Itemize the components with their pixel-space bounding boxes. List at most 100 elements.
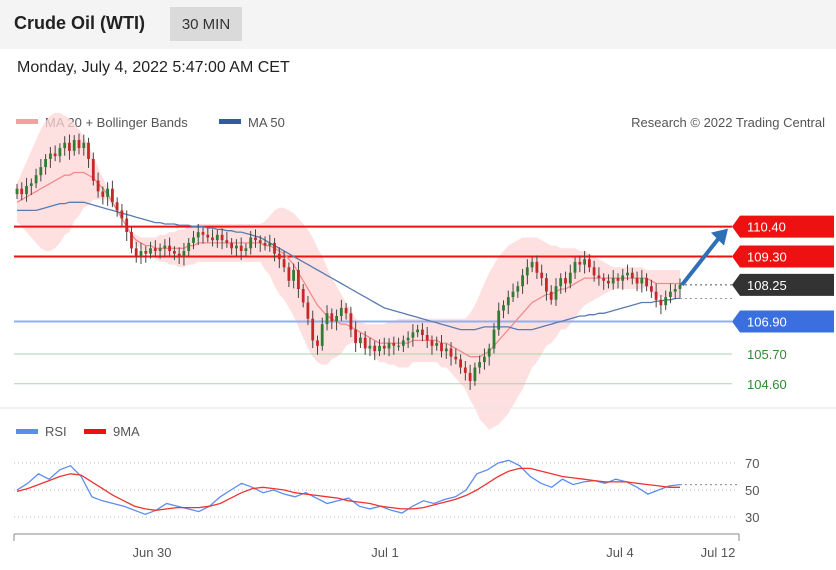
rsi-pane: 70 50 30: [14, 456, 759, 525]
candle-up: [49, 153, 52, 159]
candle-down: [454, 356, 458, 360]
candle-up: [401, 340, 405, 346]
price-legend: MA 20 + Bollinger Bands MA 50 Research ©…: [16, 115, 825, 130]
rsi-tick-50: 50: [745, 483, 759, 498]
candle-down: [297, 270, 300, 289]
candle-up: [34, 175, 38, 184]
candle-down: [206, 234, 210, 238]
candle-down: [115, 202, 119, 211]
candle-up: [640, 278, 644, 284]
level-label-104.60: 104.60: [747, 377, 787, 392]
candle-up: [235, 245, 238, 249]
candle-down: [87, 142, 90, 159]
candle-up: [378, 345, 381, 352]
candle-up: [215, 234, 219, 241]
candle-down: [459, 359, 462, 368]
candle-down: [645, 278, 648, 287]
candle-down: [201, 232, 205, 235]
candle-up: [187, 242, 191, 251]
level-tag-110.40: [732, 215, 834, 238]
rsi-ma9-line: [16, 467, 680, 511]
level-label-106.90: 106.90: [747, 314, 787, 329]
candle-down: [344, 307, 348, 314]
x-tick-label: Jul 1: [371, 545, 398, 560]
chart-datetime: Monday, July 4, 2022 5:47:00 AM CET: [17, 59, 290, 76]
candle-down: [77, 140, 81, 149]
candle-up: [387, 343, 391, 349]
candle-down: [101, 191, 105, 197]
candle-up: [44, 159, 47, 168]
candle-up: [359, 337, 362, 344]
timeframe-button[interactable]: 30 MIN: [170, 7, 242, 41]
candle-up: [621, 275, 625, 281]
candle-down: [449, 348, 453, 357]
forecast-arrow-head: [711, 228, 728, 246]
level-label-105.70: 105.70: [747, 347, 787, 362]
candle-down: [392, 343, 396, 346]
candle-up: [444, 348, 448, 352]
candle-down: [287, 267, 291, 281]
candle-down: [225, 240, 229, 243]
candles-layer: [15, 133, 728, 390]
research-credit: Research © 2022 Trading Central: [631, 115, 825, 130]
candle-up: [573, 261, 577, 273]
candle-up: [511, 291, 515, 298]
candle-down: [316, 340, 319, 346]
candle-up: [583, 259, 586, 265]
candle-down: [96, 180, 100, 192]
bollinger-band-layer: [17, 112, 680, 430]
ma20-legend-swatch: [16, 119, 38, 124]
candle-up: [397, 345, 400, 347]
candle-down: [130, 232, 133, 249]
candle-down: [277, 253, 281, 260]
ma9-legend-swatch: [84, 429, 106, 434]
candle-up: [149, 248, 152, 254]
rsi-legend-swatch: [16, 429, 38, 434]
candle-up: [158, 248, 162, 251]
candle-down: [425, 335, 429, 341]
candle-up: [559, 278, 563, 287]
candle-up: [63, 142, 67, 149]
candle-down: [211, 237, 214, 241]
candle-up: [626, 272, 629, 276]
candle-up: [473, 367, 477, 381]
candle-up: [554, 286, 558, 300]
candle-up: [29, 183, 33, 186]
candle-down: [282, 259, 286, 268]
level-labels-layer: 110.40 109.30 108.25 106.90 105.70 104.60: [732, 215, 834, 392]
candle-up: [320, 324, 324, 346]
candle-up: [611, 278, 615, 284]
candle-down: [330, 313, 334, 322]
candle-up: [664, 297, 668, 306]
candle-down: [263, 242, 267, 246]
candle-up: [339, 307, 343, 316]
candle-down: [20, 188, 24, 195]
candle-up: [249, 237, 253, 249]
candle-down: [630, 272, 634, 279]
candle-down: [177, 253, 181, 257]
candle-up: [82, 142, 86, 149]
x-axis-labels: Jun 30 Jul 1 Jul 4 Jul 12: [132, 545, 735, 560]
rsi-tick-70: 70: [745, 456, 759, 471]
candle-up: [521, 275, 524, 287]
candle-up: [368, 345, 372, 349]
candle-down: [120, 210, 124, 219]
candle-down: [597, 275, 601, 279]
candle-up: [163, 245, 167, 249]
candle-down: [545, 278, 548, 292]
candle-down: [564, 278, 567, 284]
candle-down: [463, 367, 467, 373]
x-tick-label: Jun 30: [132, 545, 171, 560]
forecast-arrow-shaft: [680, 235, 722, 287]
candle-up: [478, 362, 481, 368]
header-bar: Crude Oil (WTI) 30 MIN: [0, 0, 836, 49]
level-label-109.30: 109.30: [747, 249, 787, 264]
candle-down: [654, 291, 658, 300]
candle-down: [440, 343, 443, 352]
candle-down: [258, 240, 262, 243]
candle-up: [487, 348, 491, 357]
candle-down: [607, 280, 610, 284]
rsi-legend: RSI 9MA: [16, 424, 140, 439]
rsi-legend-label: RSI: [45, 424, 67, 439]
